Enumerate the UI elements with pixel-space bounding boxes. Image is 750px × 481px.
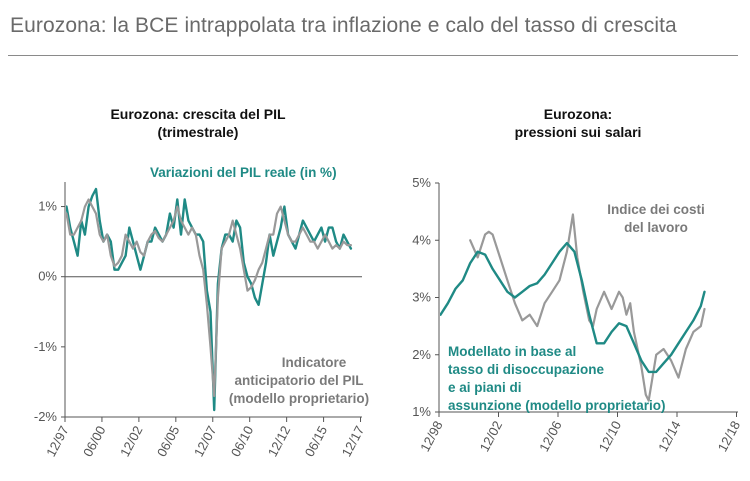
y-tick-label: 3% — [412, 290, 431, 305]
x-tick-label: 12/10 — [596, 418, 625, 454]
y-tick-label: -1% — [34, 339, 58, 354]
series-annotation: Indicatore — [282, 355, 347, 370]
series-annotation: (modello proprietario) — [229, 391, 369, 406]
y-tick-label: 5% — [412, 175, 431, 190]
series-annotation: assunzione (modello proprietario) — [448, 398, 666, 413]
page-title: Eurozona: la BCE intrappolata tra inflaz… — [10, 14, 677, 37]
series-annotation: Variazioni del PIL reale (in %) — [150, 165, 337, 180]
series-annotation: e ai piani di — [448, 380, 522, 395]
series-annotation: del lavoro — [624, 220, 688, 235]
y-tick-label: 0% — [38, 269, 57, 284]
y-tick-label: 4% — [412, 232, 431, 247]
chart-title-line: Eurozona: — [544, 106, 612, 122]
x-tick-label: 12/02 — [477, 418, 506, 454]
x-tick-label: 12/06 — [536, 418, 565, 454]
teal-series-line — [440, 241, 706, 374]
y-tick-label: 2% — [412, 347, 431, 362]
series-annotation: Modellato in base al — [448, 344, 576, 359]
x-tick-label: 12/98 — [417, 418, 446, 454]
y-tick-label: 1% — [38, 199, 57, 214]
chart-title-line: (trimestrale) — [158, 124, 239, 140]
title-divider — [8, 55, 738, 56]
grey-series-line — [66, 198, 352, 398]
y-tick-label: -2% — [34, 409, 58, 424]
series-annotation: anticipatorio del PIL — [234, 373, 363, 388]
chart-title-line: Eurozona: crescita del PIL — [110, 106, 285, 122]
x-tick-label: 12/14 — [655, 418, 684, 454]
y-tick-label: 1% — [412, 404, 431, 419]
series-annotation: tasso di disoccupazione — [448, 362, 605, 377]
chart-title-line: pressioni sui salari — [515, 124, 642, 140]
x-tick-label: 12/18 — [715, 418, 744, 454]
series-annotation: Indice dei costi — [607, 202, 705, 217]
